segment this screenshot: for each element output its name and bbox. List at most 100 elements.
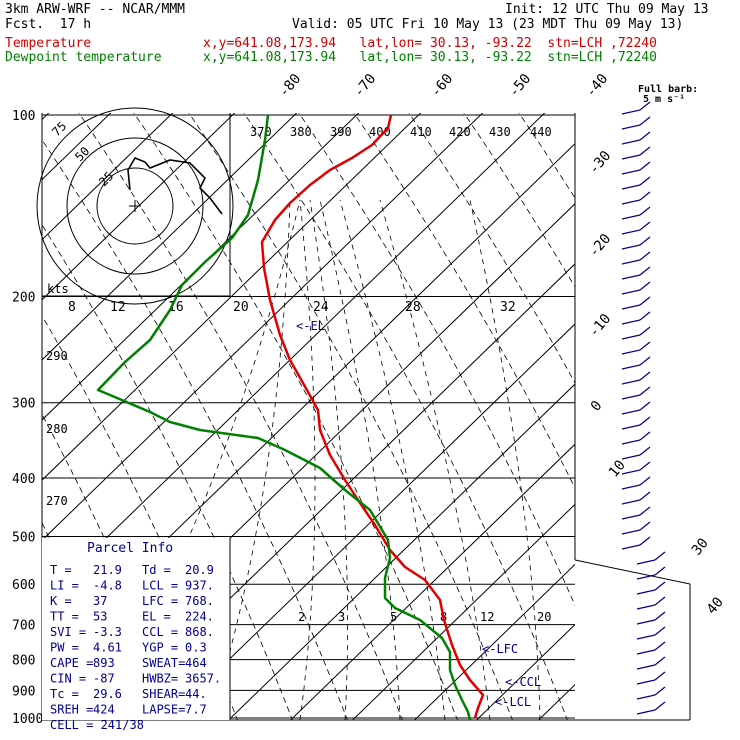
wind-barb xyxy=(621,529,641,535)
isotherm-line xyxy=(475,623,575,720)
parcel-info-value: EL = xyxy=(142,610,171,624)
hodograph-ring-label: 25 xyxy=(96,169,116,189)
wind-barb xyxy=(639,221,651,231)
mixing-ratio-label: 5 xyxy=(390,610,397,624)
parcel-info-value: 0.3 xyxy=(185,641,207,655)
wind-barb xyxy=(636,634,656,640)
mixing-ratio-line xyxy=(309,199,348,720)
parcel-info-value: TT = xyxy=(50,610,79,624)
mixing-ratio-line xyxy=(339,199,446,720)
wind-barb xyxy=(621,364,641,370)
wind-barb xyxy=(636,619,656,625)
wind-barb xyxy=(621,229,641,235)
wind-barb xyxy=(621,394,641,400)
theta-label: 420 xyxy=(449,125,471,139)
dry-adiabat-line xyxy=(42,139,348,720)
isotherm-line xyxy=(537,684,575,720)
parcel-info-value: Td = xyxy=(142,563,171,577)
parcel-info-value: 868. xyxy=(185,625,214,639)
isotherm-label: -80 xyxy=(276,71,305,101)
wind-barb xyxy=(654,611,666,621)
wind-barb xyxy=(621,379,641,385)
theta-label: 430 xyxy=(489,125,511,139)
wind-barb xyxy=(639,371,651,381)
wind-barb xyxy=(654,596,666,606)
parcel-info-value: 44. xyxy=(185,687,207,701)
dry-adiabat-line xyxy=(78,113,403,720)
wind-barb xyxy=(639,521,651,531)
mixing-ratio-label: 12 xyxy=(110,300,126,315)
isotherm-label: -50 xyxy=(506,71,535,101)
parcel-info-value: SWEAT= xyxy=(142,656,185,670)
wind-barb xyxy=(621,514,641,520)
dry-adiabat-line xyxy=(298,113,575,607)
theta-left-label: 280 xyxy=(46,422,68,436)
wind-barb xyxy=(621,214,641,220)
wind-barb xyxy=(621,109,641,115)
init-time: Init: 12 UTC Thu 09 May 13 xyxy=(505,2,709,17)
wind-barb xyxy=(621,439,641,445)
barb-note-title: Full barb: xyxy=(638,84,699,95)
dry-adiabat-line xyxy=(353,113,575,489)
parcel-info-value: SHEAR= xyxy=(142,687,185,701)
level-annotation: <-CCL xyxy=(505,675,541,689)
wind-barb xyxy=(639,176,651,186)
wind-barb xyxy=(621,469,641,475)
wind-barb xyxy=(636,694,656,700)
wind-barb xyxy=(621,424,641,430)
parcel-info-value: LCL = xyxy=(142,579,178,593)
parcel-info-value: 53 xyxy=(93,610,107,624)
pressure-label: 100 xyxy=(12,109,35,124)
wind-barbs xyxy=(621,101,666,715)
isotherm-line xyxy=(351,503,575,720)
wind-barb xyxy=(639,191,651,201)
wind-barb xyxy=(621,454,641,460)
wind-barb xyxy=(654,641,666,651)
parcel-info-value: -4.8 xyxy=(93,579,122,593)
parcel-info-value: -87 xyxy=(93,672,115,686)
isotherm-label: 10 xyxy=(606,457,629,480)
isotherm-line xyxy=(227,383,575,720)
mixing-ratio-line xyxy=(319,199,401,720)
dewpoint-legend: Dewpoint temperature xyxy=(5,50,162,65)
wind-barb xyxy=(621,499,641,505)
hodograph-trace xyxy=(127,157,223,215)
dewpoint-trace xyxy=(96,114,472,721)
wind-barb xyxy=(636,589,656,595)
parcel-info-value: -3.3 xyxy=(93,625,122,639)
wind-barb xyxy=(639,476,651,486)
wind-barb xyxy=(639,101,651,111)
wind-barb xyxy=(636,709,656,715)
level-annotation: <-EL xyxy=(296,319,325,333)
wind-barb xyxy=(654,626,666,636)
theta-label: 400 xyxy=(369,125,391,139)
mixing-ratio-line xyxy=(299,199,316,720)
parcel-info-value: HWBZ= xyxy=(142,672,178,686)
dry-adiabat-line xyxy=(42,315,238,720)
isotherm-line xyxy=(42,113,360,421)
parcel-info-value: CIN = xyxy=(50,672,86,686)
mixing-ratio-label: 28 xyxy=(405,300,421,315)
barb-note-value: 5 m s⁻¹ xyxy=(643,94,686,105)
pressure-label: 500 xyxy=(12,530,35,545)
isotherm-label: -20 xyxy=(586,231,615,261)
dry-adiabat-line xyxy=(42,224,293,720)
wind-barb xyxy=(621,139,641,145)
dry-adiabat-line xyxy=(42,413,183,720)
pressure-label: 300 xyxy=(12,397,35,412)
dewpoint-location: x,y=641.08,173.94 lat,lon= 30.13, -93.22… xyxy=(203,50,657,65)
parcel-info-value: 893 xyxy=(93,656,115,670)
wind-barb xyxy=(654,566,666,576)
parcel-info-value: 4.61 xyxy=(93,641,122,655)
theta-label: 410 xyxy=(410,125,432,139)
isotherm-line xyxy=(642,100,740,740)
parcel-info-value: 20.9 xyxy=(185,563,214,577)
wind-barb xyxy=(639,401,651,411)
hodograph-ring xyxy=(66,137,204,275)
mixing-ratio-label: 32 xyxy=(500,300,516,315)
wind-barb xyxy=(639,431,651,441)
parcel-info-background xyxy=(42,538,230,720)
temperature-trace xyxy=(260,114,485,719)
wind-barb xyxy=(621,169,641,175)
wind-barb xyxy=(636,604,656,610)
